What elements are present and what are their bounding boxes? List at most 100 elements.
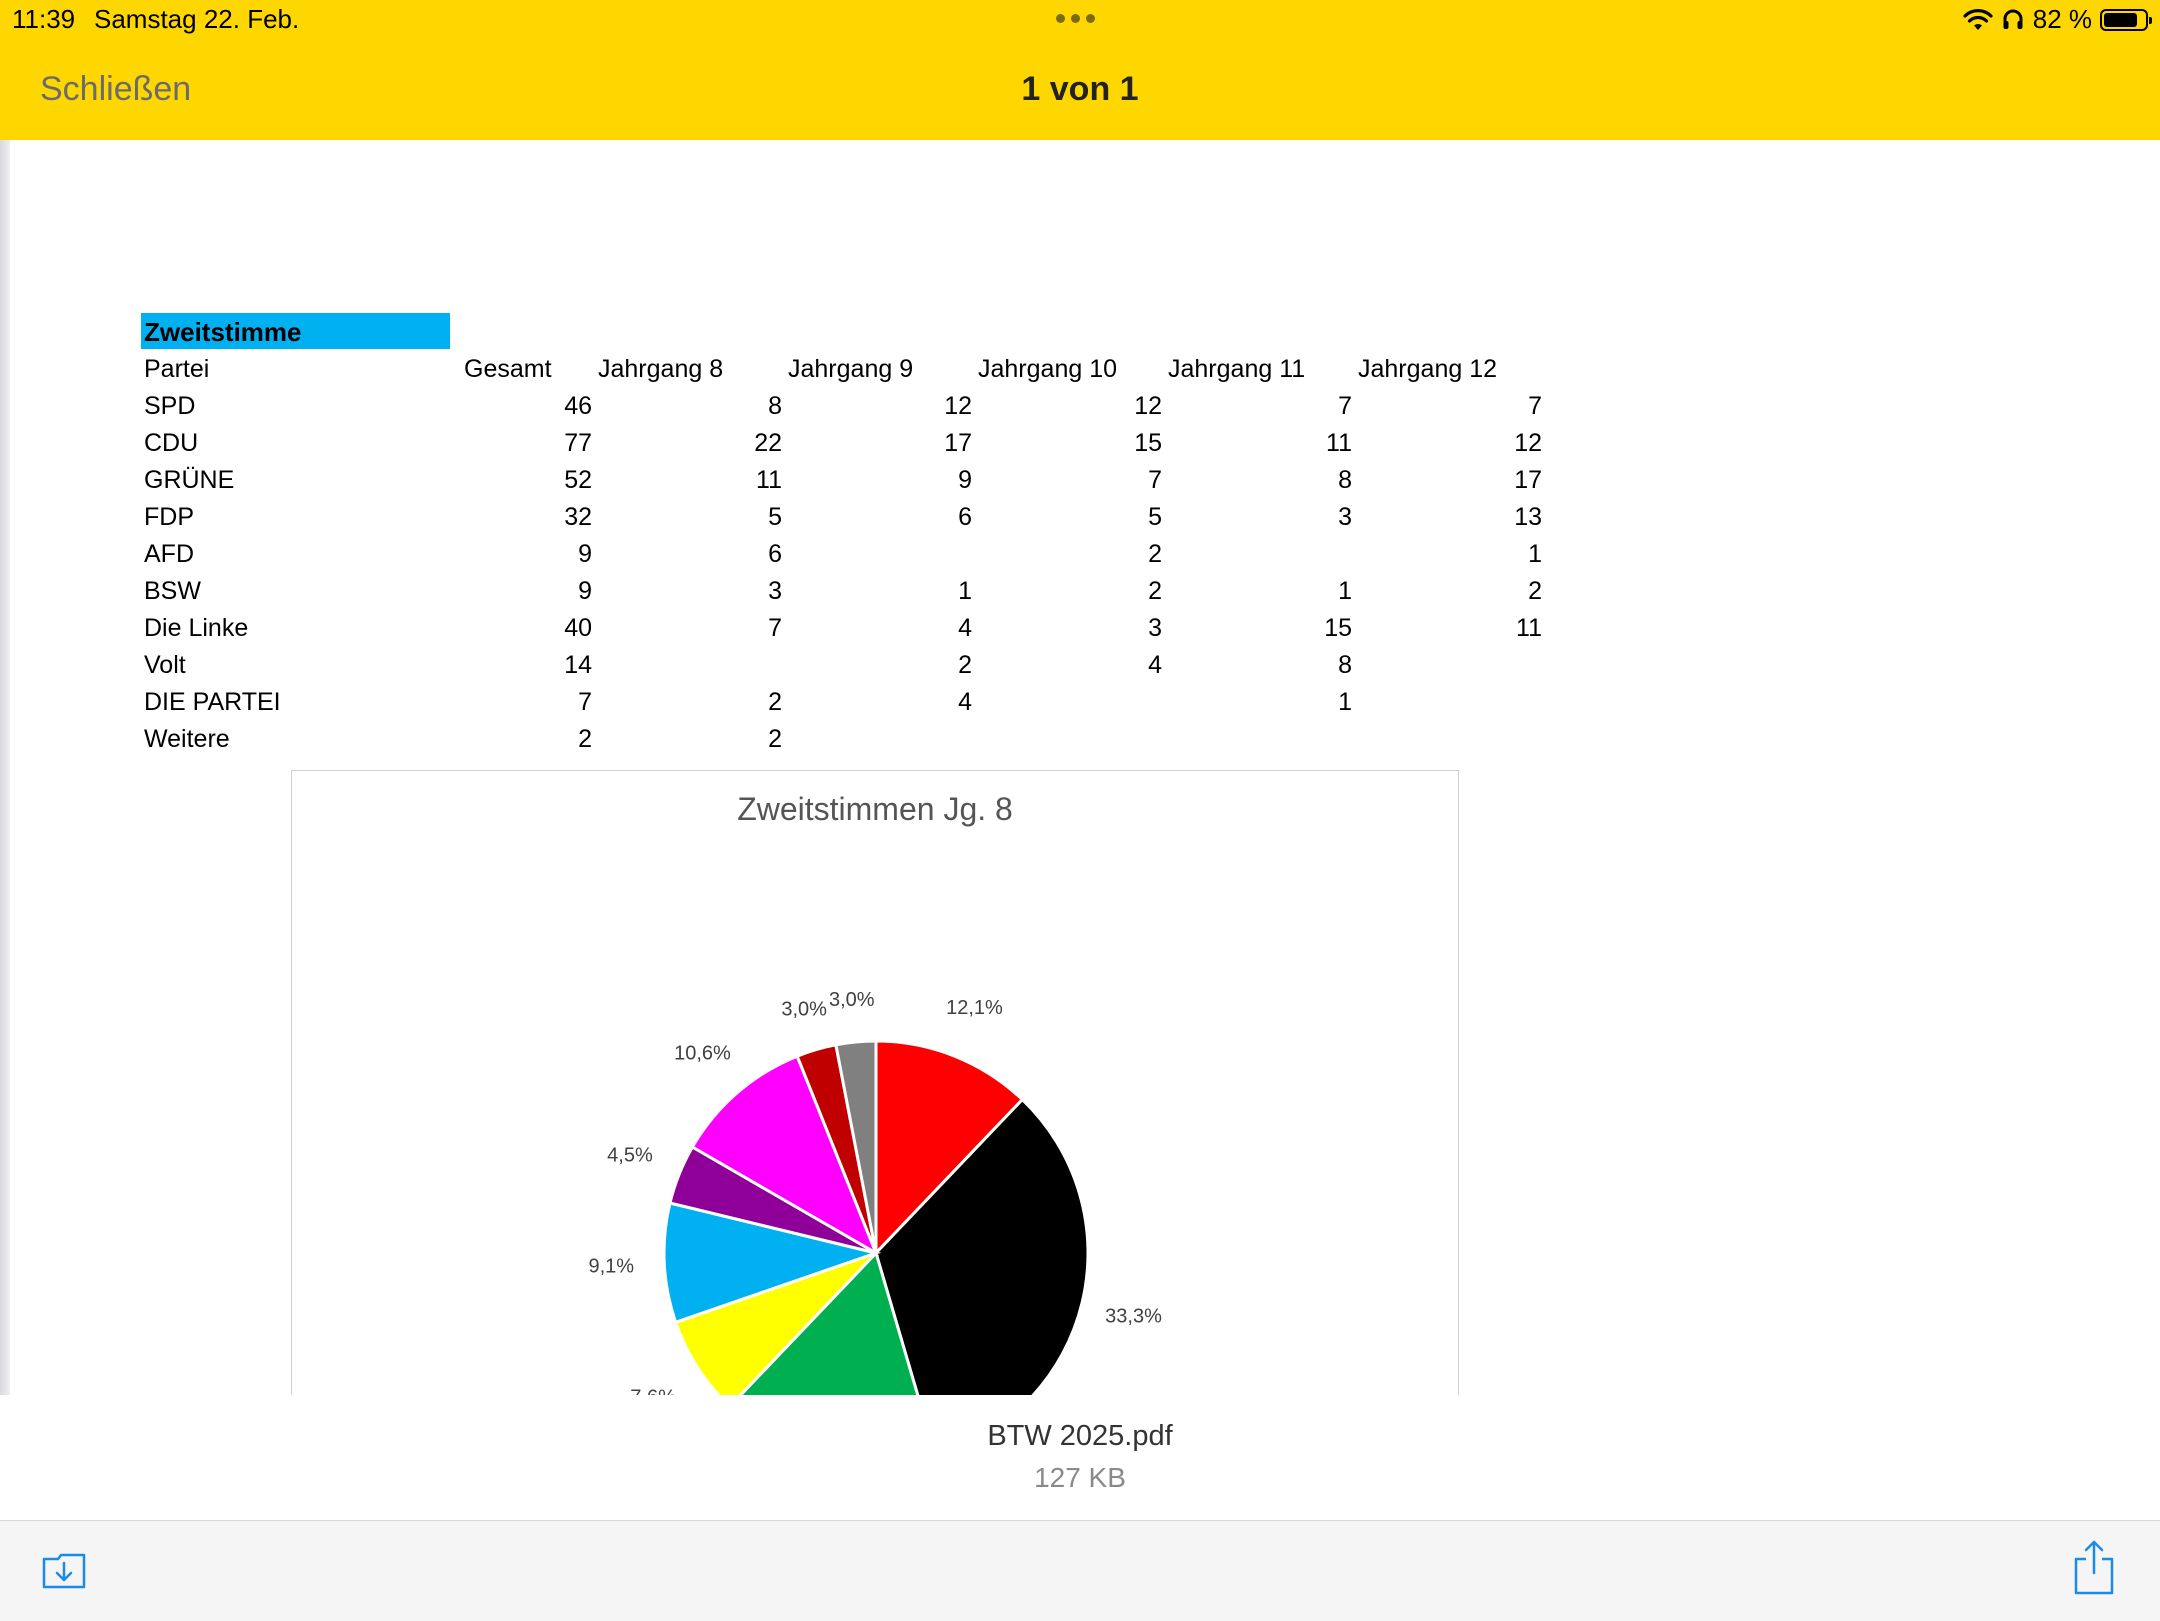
- vote-count-cell: 77: [564, 429, 592, 457]
- table-row: SPD 46 8 12 12 7 7: [136, 388, 1542, 425]
- close-button[interactable]: Schließen: [40, 70, 192, 108]
- table-header-row: Partei Gesamt Jahrgang 8 Jahrgang 9 Jahrgang…: [136, 351, 1542, 388]
- slice-label: 7,6%: [630, 1386, 676, 1395]
- vote-count-cell: 6: [768, 540, 782, 568]
- column-header: Jahrgang 12: [1358, 355, 1498, 383]
- vote-count-cell: 1: [958, 577, 972, 605]
- vote-count-cell: 7: [578, 688, 592, 716]
- headphones-icon: [2003, 9, 2023, 29]
- vote-count-cell: 9: [958, 466, 972, 494]
- slice-label: 4,5%: [607, 1145, 653, 1167]
- vote-count-cell: 15: [1134, 429, 1162, 457]
- slice-label: 10,6%: [674, 1043, 731, 1065]
- vote-count-cell: 12: [1514, 429, 1542, 457]
- pie-slice: [738, 1250, 920, 1395]
- table-row: CDU 77 22 17 15 11 12: [136, 425, 1542, 462]
- vote-count-cell: 5: [1148, 503, 1162, 531]
- vote-count-cell: 3: [768, 577, 782, 605]
- pie-slice: [673, 1251, 878, 1395]
- vote-count-cell: [1162, 536, 1352, 573]
- vote-count-cell: [1352, 647, 1542, 684]
- vote-count-cell: 7: [1528, 392, 1542, 420]
- vote-count-cell: 1: [1338, 688, 1352, 716]
- vote-count-cell: 6: [958, 503, 972, 531]
- page-indicator: 1 von 1: [1021, 70, 1139, 108]
- vote-count-cell: 11: [1516, 614, 1542, 642]
- pie-slice: [662, 1201, 882, 1325]
- vote-count-cell: 13: [1514, 503, 1542, 531]
- vote-count-cell: 4: [1148, 651, 1162, 679]
- vote-count-cell: 8: [1338, 466, 1352, 494]
- vote-count-cell: 46: [564, 392, 592, 420]
- party-name-cell: AFD: [144, 540, 194, 568]
- party-name-cell: BSW: [144, 577, 201, 605]
- vote-count-cell: [1352, 721, 1542, 758]
- status-date: Samstag 22. Feb.: [94, 4, 300, 34]
- vote-count-cell: 15: [1324, 614, 1352, 642]
- document-heading: Zweitstimme: [144, 317, 302, 347]
- vote-count-cell: 17: [1514, 466, 1542, 494]
- party-name-cell: CDU: [144, 429, 199, 457]
- document-viewer[interactable]: Zweitstimme Partei Gesamt Jahrgang 8 Jahrga…: [0, 140, 2160, 1395]
- column-header: Jahrgang 8: [598, 355, 724, 383]
- column-header: Gesamt: [464, 355, 552, 383]
- vote-count-cell: [1352, 684, 1542, 721]
- vote-count-cell: [972, 721, 1162, 758]
- bottom-toolbar: [0, 1520, 2160, 1621]
- slice-label: 3,0%: [781, 998, 827, 1020]
- party-name-cell: Weitere: [144, 725, 230, 753]
- page-edge: [0, 140, 10, 1395]
- vote-count-cell: 5: [768, 503, 782, 531]
- pie-chart: 12,1%33,3%16,7%7,6%9,1%4,5%10,6%3,0%3,0%: [589, 989, 1162, 1395]
- vote-count-cell: 11: [1326, 429, 1352, 457]
- vote-count-cell: 2: [1528, 577, 1542, 605]
- save-to-files-icon[interactable]: [40, 1547, 88, 1595]
- vote-count-cell: 2: [958, 651, 972, 679]
- vote-count-cell: 2: [768, 725, 782, 753]
- status-indicators: 82 %: [1963, 4, 2152, 35]
- slice-label: 12,1%: [946, 997, 1003, 1019]
- column-header: Partei: [144, 355, 210, 383]
- table-row: Volt 14 2 4 8: [136, 647, 1542, 684]
- vote-count-cell: 3: [1338, 503, 1352, 531]
- battery-icon: [2100, 8, 2152, 31]
- party-name-cell: Die Linke: [144, 614, 249, 642]
- vote-count-cell: 7: [1338, 392, 1352, 420]
- table-row: DIE PARTEI 7 2 4 1: [136, 684, 1542, 721]
- vote-count-cell: [1162, 721, 1352, 758]
- share-icon[interactable]: [2072, 1539, 2116, 1595]
- vote-count-cell: 52: [564, 466, 592, 494]
- table-row: BSW 9 3 1 2 1 2: [136, 573, 1542, 610]
- slice-label: 9,1%: [589, 1256, 635, 1278]
- vote-count-cell: 4: [958, 614, 972, 642]
- vote-count-cell: 40: [564, 614, 592, 642]
- vote-count-cell: [592, 647, 782, 684]
- vote-count-cell: 2: [578, 725, 592, 753]
- vote-count-cell: 1: [1528, 540, 1542, 568]
- battery-percentage: 82 %: [2032, 4, 2092, 34]
- party-name-cell: DIE PARTEI: [144, 688, 281, 716]
- slice-label: 3,0%: [829, 989, 875, 1011]
- top-bar: 11:39 Samstag 22. Feb. 82 % Schließen 1 …: [0, 0, 2160, 140]
- vote-count-cell: 4: [958, 688, 972, 716]
- table-row: AFD 9 6 2 1: [136, 536, 1542, 573]
- multitasking-dots-icon[interactable]: [1056, 14, 1095, 23]
- vote-count-cell: 14: [564, 651, 592, 679]
- party-name-cell: FDP: [144, 503, 194, 531]
- results-table: Partei Gesamt Jahrgang 8 Jahrgang 9 Jahrgang…: [136, 351, 1542, 758]
- pie-slice: [834, 1039, 878, 1254]
- pie-slice: [874, 1039, 1025, 1257]
- pie-slice: [874, 1097, 1090, 1395]
- vote-count-cell: [782, 721, 972, 758]
- vote-count-cell: [782, 536, 972, 573]
- column-header: Jahrgang 11: [1168, 355, 1306, 383]
- vote-count-cell: 12: [944, 392, 972, 420]
- table-row: FDP 32 5 6 5 3 13: [136, 499, 1542, 536]
- table-row: GRÜNE 52 11 9 7 8 17: [136, 462, 1542, 499]
- vote-count-cell: 8: [1338, 651, 1352, 679]
- vote-count-cell: 9: [578, 577, 592, 605]
- table-row: Die Linke 40 7 4 3 15 11: [136, 610, 1542, 647]
- chart-title: Zweitstimmen Jg. 8: [737, 791, 1013, 827]
- vote-count-cell: 22: [754, 429, 782, 457]
- vote-count-cell: 1: [1338, 577, 1352, 605]
